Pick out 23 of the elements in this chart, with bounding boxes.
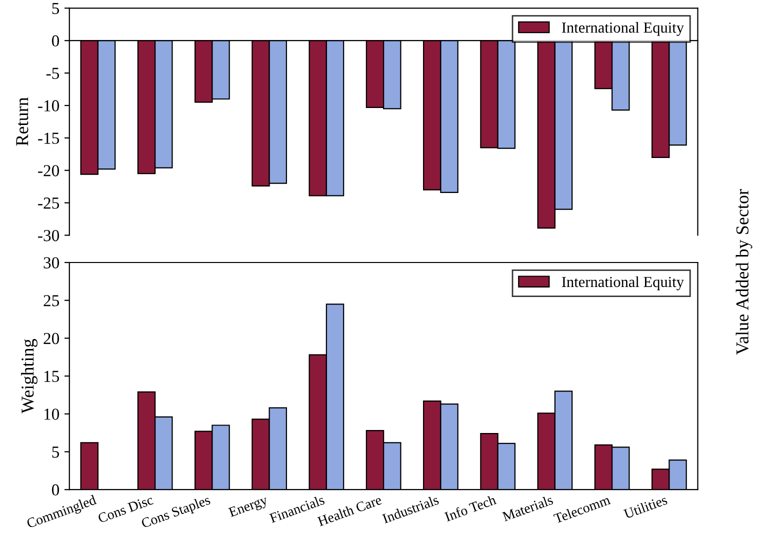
y-tick-label: -5 [46,68,60,79]
y-tick-label: 20 [44,332,60,344]
x-tick-label: Energy [228,494,270,520]
y-tick-label: -15 [38,132,60,144]
x-tick-label: Info Tech [444,494,497,522]
y-tick-label: 5 [52,3,60,14]
y-tick-label: 25 [44,295,60,306]
y-tick-label: -30 [38,230,60,242]
y-tick-label: -25 [38,198,60,209]
y-axis-title: Weighting [21,339,38,414]
y-tick-label: 0 [52,484,60,496]
y-tick-label: 10 [44,408,60,420]
y-axis-title: Return [16,97,28,146]
y-tick-label: -20 [38,165,60,176]
y-tick-label: 30 [44,257,60,268]
y-tick-label: 5 [52,446,60,458]
y-tick-label: -10 [38,100,60,112]
y-tick-label: 0 [52,35,60,47]
legend-label: International Equity [562,22,684,36]
legend-label: International Equity [562,276,684,290]
y-tick-label: 15 [44,370,60,382]
x-tick-label: Utilities [623,494,668,519]
text: Value Added by Sector [736,189,752,355]
